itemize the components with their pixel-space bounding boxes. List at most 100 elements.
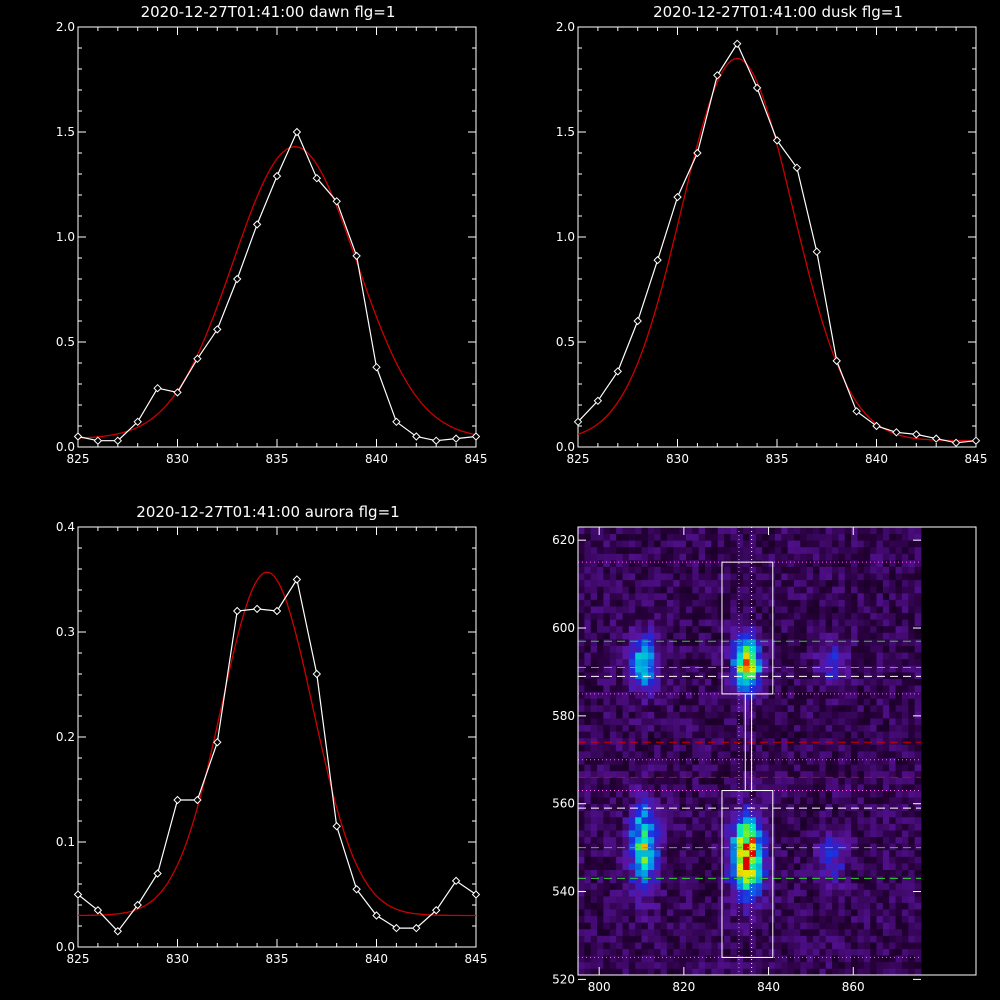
heatmap-cell: [622, 685, 630, 693]
heatmap-cell: [914, 665, 922, 673]
heatmap-cell: [609, 586, 617, 594]
heatmap-cell: [584, 889, 592, 897]
heatmap-cell: [705, 533, 712, 541]
heatmap-cell: [679, 961, 687, 969]
heatmap-cell: [838, 744, 846, 752]
heatmap-cell: [698, 902, 706, 910]
heatmap-cell: [717, 658, 725, 666]
heatmap-cell: [787, 652, 795, 660]
heatmap-cell: [660, 836, 668, 844]
heatmap-cell: [666, 718, 674, 726]
heatmap-cell: [889, 895, 896, 903]
heatmap-cell: [666, 632, 674, 640]
heatmap-cell: [908, 810, 916, 818]
heatmap-cell: [908, 731, 916, 739]
heatmap-cell: [692, 612, 700, 620]
heatmap-cell: [724, 671, 731, 679]
heatmap-cell: [806, 783, 814, 791]
heatmap-cell: [603, 869, 611, 877]
heatmap-cell: [806, 573, 814, 581]
heatmap-cell: [774, 909, 782, 917]
heatmap-cell: [914, 606, 922, 614]
heatmap-cell: [908, 645, 916, 653]
heatmap-cell: [882, 830, 890, 838]
heatmap-cell: [832, 540, 839, 548]
heatmap-cell: [724, 731, 731, 739]
heatmap-cell: [698, 533, 706, 541]
heatmap-cell: [889, 559, 896, 567]
heatmap-cell: [616, 652, 623, 660]
heatmap-cell: [711, 843, 719, 851]
heatmap-cell: [724, 540, 731, 548]
x-tick-label: 845: [965, 452, 988, 466]
heatmap-cell: [635, 816, 642, 824]
heatmap-cell: [743, 895, 750, 903]
heatmap-cell: [711, 764, 719, 772]
heatmap-cell: [781, 836, 789, 844]
heatmap-cell: [641, 625, 649, 633]
heatmap-cell: [794, 764, 801, 772]
heatmap-cell: [616, 592, 623, 600]
heatmap-cell: [819, 731, 827, 739]
heatmap-cell: [787, 922, 795, 930]
heatmap-cell: [857, 942, 865, 950]
heatmap-cell: [692, 553, 700, 561]
heatmap-cell: [876, 546, 884, 554]
heatmap-cell: [717, 671, 725, 679]
heatmap-cell: [666, 830, 674, 838]
heatmap-cell: [743, 540, 750, 548]
heatmap-cell: [794, 566, 801, 574]
heatmap-cell: [882, 731, 890, 739]
heatmap-cell: [863, 876, 871, 884]
heatmap-cell: [857, 816, 865, 824]
heatmap-cell: [882, 955, 890, 963]
heatmap-cell: [622, 704, 630, 712]
x-tick-label: 835: [266, 952, 289, 966]
heatmap-cell: [584, 691, 592, 699]
heatmap-cell: [889, 797, 896, 805]
heatmap-cell: [787, 876, 795, 884]
heatmap-cell: [781, 652, 789, 660]
heatmap-cell: [705, 836, 712, 844]
heatmap-cell: [730, 724, 738, 732]
heatmap-cell: [616, 553, 623, 561]
heatmap-cell: [800, 573, 808, 581]
heatmap-cell: [743, 863, 750, 870]
heatmap-cell: [755, 698, 763, 706]
heatmap-cell: [647, 691, 655, 699]
heatmap-cell: [889, 625, 896, 633]
heatmap-cell: [724, 599, 731, 607]
heatmap-cell: [686, 849, 693, 857]
heatmap-cell: [730, 685, 738, 693]
heatmap-cell: [698, 658, 706, 666]
heatmap-cell: [825, 790, 833, 798]
heatmap-cell: [578, 876, 585, 884]
heatmap-cell: [590, 889, 598, 897]
heatmap-cell: [832, 665, 839, 673]
heatmap-cell: [597, 671, 604, 679]
heatmap-cell: [768, 797, 776, 805]
heatmap-cell: [844, 803, 852, 811]
heatmap-cell: [609, 678, 617, 686]
heatmap-cell: [832, 770, 839, 778]
heatmap-cell: [851, 698, 858, 706]
heatmap-cell: [698, 527, 706, 534]
heatmap-cell: [717, 836, 725, 844]
heatmap-cell: [851, 724, 858, 732]
heatmap-cell: [635, 757, 642, 765]
heatmap-cell: [641, 737, 649, 745]
data-point-marker: [852, 407, 861, 416]
heatmap-cell: [603, 559, 611, 567]
heatmap-cell: [654, 685, 661, 693]
heatmap-cell: [914, 731, 922, 739]
heatmap-cell: [755, 902, 763, 910]
heatmap-cell: [876, 777, 884, 785]
heatmap-cell: [660, 751, 668, 758]
heatmap-cell: [660, 895, 668, 903]
heatmap-cell: [901, 718, 909, 726]
heatmap-cell: [705, 961, 712, 969]
data-point-marker: [752, 83, 762, 93]
heatmap-cell: [825, 718, 833, 726]
heatmap-cell: [578, 770, 585, 778]
